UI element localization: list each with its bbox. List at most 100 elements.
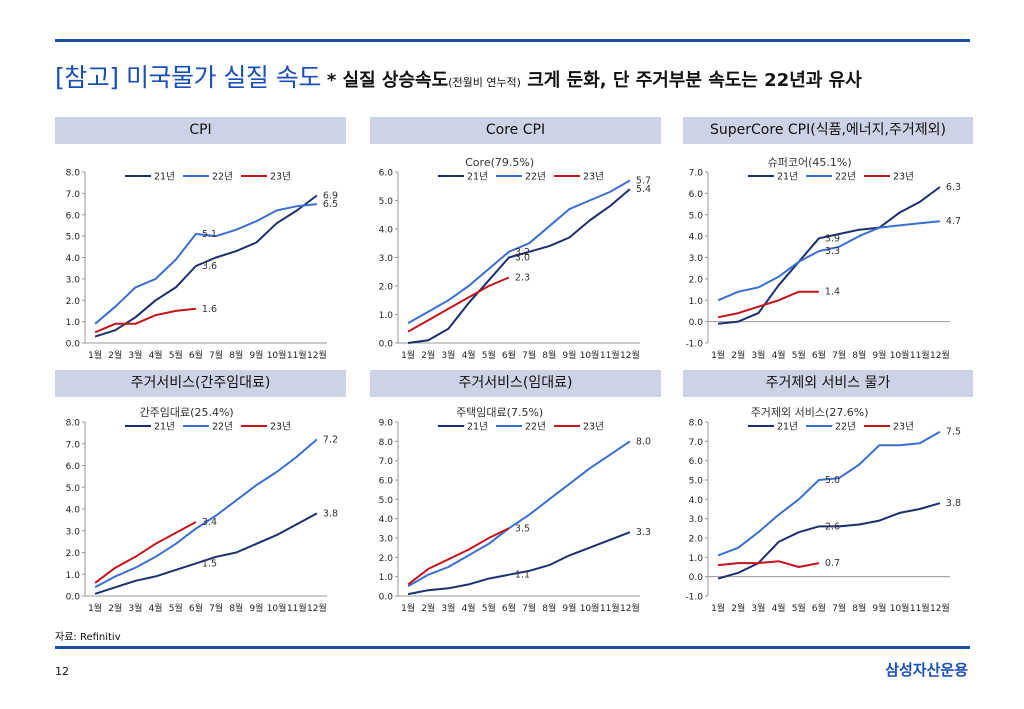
panel-title-cpi: CPI [55,117,346,144]
y-tick-label: 5.0 [379,496,394,506]
chart-subtitle: 주거제외 서비스(27.6%) [751,406,869,419]
x-tick-label: 7월 [832,602,846,614]
brand-logo-text: 삼성자산운용 [885,661,968,679]
y-tick-label: 5.0 [689,477,704,487]
x-tick-label: 2월 [108,349,122,361]
x-tick-label: 5월 [792,602,806,614]
legend-label: 21년 [154,422,175,433]
panel-title-supercore-cpi: SuperCore CPI(식품,에너지,주거제외) [683,117,973,144]
legend-label: 23년 [583,422,604,433]
x-tick-label: 11월 [287,602,307,614]
y-tick-label: 0.0 [66,593,81,603]
bottom-rule [55,646,970,649]
x-tick-label: 2월 [421,602,435,614]
data-label: 5.4 [636,184,651,195]
panel-title-core-cpi: Core CPI [370,117,661,144]
title-main: [참고] 미국물가 실질 속도 [55,63,321,92]
data-label: 3.2 [515,247,530,258]
data-label: 2.3 [515,272,530,283]
y-tick-label: 5.0 [66,484,81,494]
data-label: 3.6 [202,261,217,272]
x-tick-label: 5월 [482,602,496,614]
y-tick-label: 6.0 [689,190,704,200]
series-line-22년 [717,220,941,302]
subtitle-suffix: 크게 둔화, 단 주거부분 속도는 22년과 유사 [520,70,862,91]
panel-title-owners-equivalent-rent: 주거서비스(간주임대료) [55,370,346,397]
y-tick-label: 6.0 [66,462,81,472]
y-tick-label: 5.0 [379,197,394,207]
y-tick-label: -1.0 [685,340,703,350]
y-tick-label: 4.0 [689,496,704,506]
data-label: 7.2 [323,434,338,445]
legend-label: 22년 [212,422,233,433]
x-tick-label: 5월 [482,349,496,361]
y-tick-label: 8.0 [379,438,394,448]
x-tick-label: 1월 [711,602,725,614]
x-tick-label: 5월 [169,602,183,614]
x-tick-label: 8월 [852,602,866,614]
legend-label: 23년 [893,422,914,433]
legend-label: 23년 [270,172,291,183]
title-subtitle: * 실질 상승속도(전월비 연누적) 크게 둔화, 단 주거부분 속도는 22년… [327,70,862,91]
x-tick-label: 3월 [751,349,765,361]
x-tick-label: 9월 [249,349,263,361]
data-label: 4.7 [946,216,961,227]
chart-subtitle: Core(79.5%) [465,156,534,169]
legend-label: 23년 [583,172,604,183]
y-tick-label: 2.0 [379,283,394,293]
x-tick-label: 7월 [832,349,846,361]
y-tick-label: 5.0 [689,211,704,221]
series-line-23년 [407,527,510,586]
x-tick-label: 8월 [852,349,866,361]
data-label: 3.9 [825,233,840,244]
series-line-21년 [717,186,941,325]
x-tick-label: 9월 [872,602,886,614]
data-label: 3.8 [946,498,961,509]
chart-core-cpi: Core(79.5%) 0.0 1.0 2.0 3.0 4.0 5.0 6.0 1월 2월 3월 4월… [379,156,651,361]
x-tick-label: 10월 [890,602,910,614]
y-tick-label: 0.0 [66,340,81,350]
y-tick-label: 0.0 [689,318,704,328]
x-tick-label: 6월 [189,602,203,614]
data-label: 8.0 [636,436,651,447]
y-tick-label: 4.0 [689,233,704,243]
source-note: 자료: Refinitiv [55,632,121,643]
series-line-23년 [717,290,819,319]
x-tick-label: 4월 [149,602,163,614]
x-tick-label: 1월 [401,602,415,614]
x-tick-label: 7월 [209,602,223,614]
x-tick-label: 11월 [600,602,620,614]
y-tick-label: 9.0 [379,419,394,429]
chart-subtitle: 주택임대료(7.5%) [456,406,543,419]
data-label: 1.4 [825,287,840,298]
y-tick-label: 1.0 [379,311,394,321]
y-tick-label: 7.0 [689,169,704,179]
data-label: 6.5 [323,199,338,210]
legend-label: 21년 [467,422,488,433]
y-tick-label: 1.0 [689,554,704,564]
y-tick-label: 2.0 [689,535,704,545]
y-tick-label: 1.0 [66,318,81,328]
y-tick-label: 2.0 [379,554,394,564]
series-line-22년 [407,440,631,588]
chart-supercore-cpi: 슈퍼코어(45.1%) -1.0 0.0 1.0 2.0 3.0 4.0 5.0 6.0 7.0 1… [685,156,961,361]
y-tick-label: 3.0 [379,535,394,545]
chart-subtitle: 간주임대료(25.4%) [140,406,234,419]
data-label: 2.6 [825,521,840,532]
y-tick-label: 0.0 [379,593,394,603]
series-line-21년 [407,531,631,596]
y-tick-label: 8.0 [689,419,704,429]
panel-title-rent: 주거서비스(임대료) [370,370,661,397]
y-tick-label: 4.0 [379,515,394,525]
legend-label: 22년 [835,172,856,183]
series-line-23년 [407,276,510,333]
x-tick-label: 4월 [462,349,476,361]
y-tick-label: 4.0 [66,254,81,264]
y-tick-label: 6.0 [379,477,394,487]
x-tick-label: 12월 [930,602,950,614]
x-tick-label: 2월 [731,349,745,361]
x-tick-label: 4월 [149,349,163,361]
x-tick-label: 12월 [620,602,640,614]
x-tick-label: 10월 [580,602,600,614]
x-tick-label: 10월 [267,602,287,614]
